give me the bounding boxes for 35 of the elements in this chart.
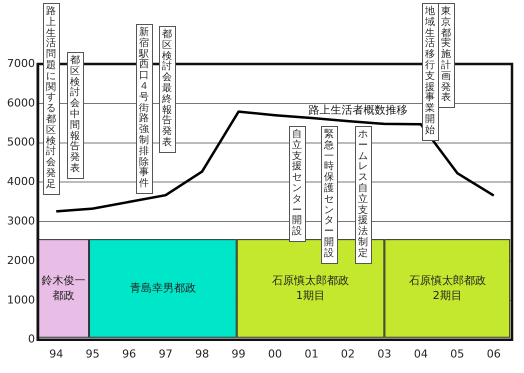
y-tick-label: 2000 xyxy=(6,254,35,267)
y-tick-label: 4000 xyxy=(6,175,35,188)
x-tick-label: 04 xyxy=(414,347,428,360)
text: 都区検討会中間報告発表 xyxy=(70,55,80,174)
y-tick-label: 7000 xyxy=(6,56,35,70)
y-tick-label: 1000 xyxy=(6,293,35,306)
y-tick-label: 3000 xyxy=(6,214,35,228)
x-tick-label: 03 xyxy=(377,347,392,360)
text: 自立支援センター開設 xyxy=(292,129,302,238)
text: 東京都実施計画発表 xyxy=(441,6,451,104)
x-tick-label: 98 xyxy=(195,347,210,360)
band-label: 石原慎太郎都政 1期目 xyxy=(272,274,350,302)
y-tick-label: 6000 xyxy=(6,96,35,110)
text: 路上生活問題に関する都区検討会発足 xyxy=(46,6,56,190)
x-tick-label: 94 xyxy=(49,347,64,360)
y-tick-label: 0 xyxy=(28,332,35,346)
band-label: 石原慎太郎都政 2期目 xyxy=(408,274,486,302)
x-tick-label: 96 xyxy=(122,347,136,360)
text: 新宿駅西口４号街路強制排除事件 xyxy=(139,27,149,190)
text: 緊急一時保護センター開設 xyxy=(324,129,334,259)
band-label: 鈴木俊一都政 xyxy=(42,274,86,302)
text: ホームレス自立支援法制定 xyxy=(358,129,368,259)
x-tick-label: 97 xyxy=(158,347,173,360)
x-tick-label: 01 xyxy=(304,347,318,360)
y-tick-label: 5000 xyxy=(6,136,35,149)
x-tick-label: 05 xyxy=(450,347,464,360)
series-label: 路上生活者概数推移 xyxy=(308,103,408,116)
x-tick-label: 02 xyxy=(340,347,355,360)
x-tick-label: 06 xyxy=(486,347,501,360)
text: 都区検討会最終報告発表 xyxy=(162,29,172,148)
x-tick-label: 00 xyxy=(268,347,282,360)
x-tick-label: 99 xyxy=(232,347,246,360)
x-tick-label: 95 xyxy=(86,347,100,360)
text: 地域生活移行支援事業開始 xyxy=(425,6,435,136)
band-label: 青島幸男都政 xyxy=(130,281,196,294)
